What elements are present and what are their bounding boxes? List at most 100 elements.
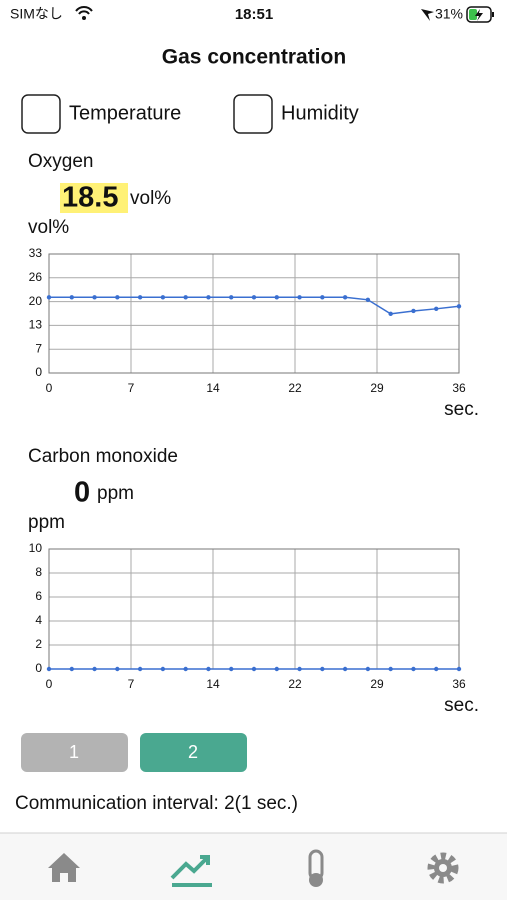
- location-icon: [421, 9, 434, 21]
- wifi-icon: [75, 6, 93, 15]
- y-tick-label: 2: [35, 637, 42, 651]
- data-point: [365, 297, 371, 302]
- data-point: [388, 666, 393, 672]
- data-point: [46, 666, 52, 672]
- y-tick-label: 13: [29, 318, 43, 332]
- data-point: [69, 295, 74, 300]
- data-point: [229, 295, 234, 300]
- data-point: [160, 666, 166, 672]
- data-line: [49, 296, 460, 315]
- checkbox-label[interactable]: Temperature: [69, 102, 181, 124]
- page-button[interactable]: [140, 733, 247, 772]
- temperature-tab-bulb[interactable]: [309, 873, 323, 887]
- page-title: Gas concentration: [162, 46, 346, 69]
- data-point: [137, 295, 143, 300]
- y-axis-label: vol%: [28, 217, 69, 238]
- y-tick-label: 8: [35, 565, 42, 579]
- data-point: [297, 666, 302, 672]
- data-point: [115, 666, 120, 672]
- page-button-label[interactable]: 2: [188, 742, 198, 762]
- x-tick-label: 7: [128, 381, 135, 395]
- battery-icon: [466, 6, 492, 23]
- plot-border: [48, 548, 460, 670]
- plot-border: [48, 253, 460, 374]
- x-tick-label: 14: [206, 677, 220, 691]
- x-tick-label: 36: [452, 677, 466, 691]
- data-point: [456, 304, 462, 309]
- data-point: [115, 295, 120, 300]
- y-tick-label: 0: [35, 661, 42, 675]
- y-tick-label: 4: [35, 613, 42, 627]
- data-point: [456, 666, 462, 672]
- tab-bar: [0, 833, 507, 900]
- y-tick-label: 20: [29, 294, 43, 308]
- y-tick-label: 26: [29, 270, 43, 284]
- checkbox[interactable]: [233, 94, 273, 134]
- data-point: [160, 295, 166, 300]
- current-value: 0: [74, 477, 90, 509]
- data-point: [206, 666, 211, 672]
- settings-tab[interactable]: [427, 852, 459, 884]
- y-tick-label: 33: [29, 246, 43, 260]
- x-axis-label: sec.: [444, 695, 479, 716]
- data-point: [46, 295, 52, 300]
- page-button[interactable]: [21, 733, 128, 772]
- battery-level: [469, 9, 477, 20]
- y-axis-label: ppm: [28, 512, 65, 533]
- data-point: [411, 666, 416, 672]
- data-point: [229, 666, 234, 672]
- carrier: SIMなし: [10, 6, 63, 22]
- data-point: [434, 306, 439, 312]
- data-point: [251, 666, 257, 672]
- data-point: [137, 666, 143, 672]
- x-tick-label: 29: [370, 381, 384, 395]
- data-point: [92, 295, 97, 300]
- x-tick-label: 14: [206, 381, 220, 395]
- value-highlight: [60, 183, 128, 213]
- x-tick-label: 7: [128, 677, 135, 691]
- data-point: [183, 295, 188, 300]
- checkbox[interactable]: [21, 94, 61, 134]
- y-tick-label: 0: [35, 365, 42, 379]
- data-point: [365, 666, 371, 672]
- x-tick-label: 22: [288, 677, 302, 691]
- data-point: [92, 666, 97, 672]
- home-tab[interactable]: [48, 853, 80, 882]
- data-point: [274, 666, 279, 672]
- current-unit: vol%: [130, 188, 171, 209]
- x-tick-label: 22: [288, 381, 302, 395]
- wifi-dot: [82, 16, 86, 20]
- charging-icon: [475, 9, 483, 21]
- chart-title: Carbon monoxide: [28, 446, 178, 467]
- battery-percent: 31%: [435, 6, 463, 22]
- x-axis-label: sec.: [444, 399, 479, 420]
- settings-tab-hole: [439, 864, 447, 872]
- x-tick-label: 0: [46, 677, 53, 691]
- data-point: [206, 295, 211, 300]
- y-tick-label: 6: [35, 589, 42, 603]
- clock: 18:51: [235, 6, 273, 23]
- graph-tab[interactable]: [170, 855, 212, 887]
- data-point: [320, 295, 325, 300]
- page-button-label[interactable]: 1: [69, 742, 79, 762]
- data-point: [320, 666, 325, 672]
- data-point: [297, 295, 302, 300]
- data-point: [251, 295, 257, 300]
- data-point: [183, 666, 188, 672]
- y-tick-label: 7: [35, 341, 42, 355]
- data-point: [388, 311, 393, 317]
- x-tick-label: 0: [46, 381, 53, 395]
- data-point: [434, 666, 439, 672]
- current-unit: ppm: [97, 483, 134, 504]
- data-point: [342, 295, 348, 300]
- checkbox-label[interactable]: Humidity: [281, 102, 359, 124]
- interval-text: Communication interval: 2(1 sec.): [15, 793, 298, 814]
- data-point: [69, 666, 74, 672]
- x-tick-label: 36: [452, 381, 466, 395]
- x-tick-label: 29: [370, 677, 384, 691]
- y-tick-label: 10: [29, 541, 43, 555]
- data-point: [411, 308, 416, 314]
